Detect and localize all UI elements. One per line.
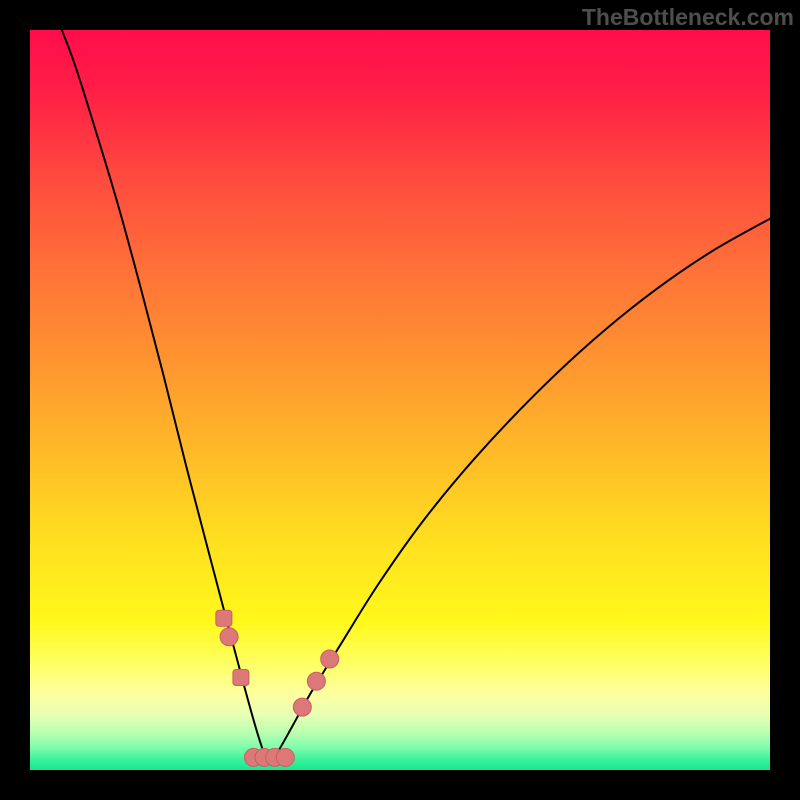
data-marker (216, 610, 232, 626)
data-marker (321, 650, 339, 668)
data-marker (293, 698, 311, 716)
bottleneck-chart (30, 30, 770, 770)
gradient-background (30, 30, 770, 770)
watermark-text: TheBottleneck.com (582, 4, 794, 31)
data-marker (233, 670, 249, 686)
data-marker (220, 628, 238, 646)
data-marker (307, 672, 325, 690)
chart-frame: TheBottleneck.com (0, 0, 800, 800)
data-marker (276, 748, 294, 766)
